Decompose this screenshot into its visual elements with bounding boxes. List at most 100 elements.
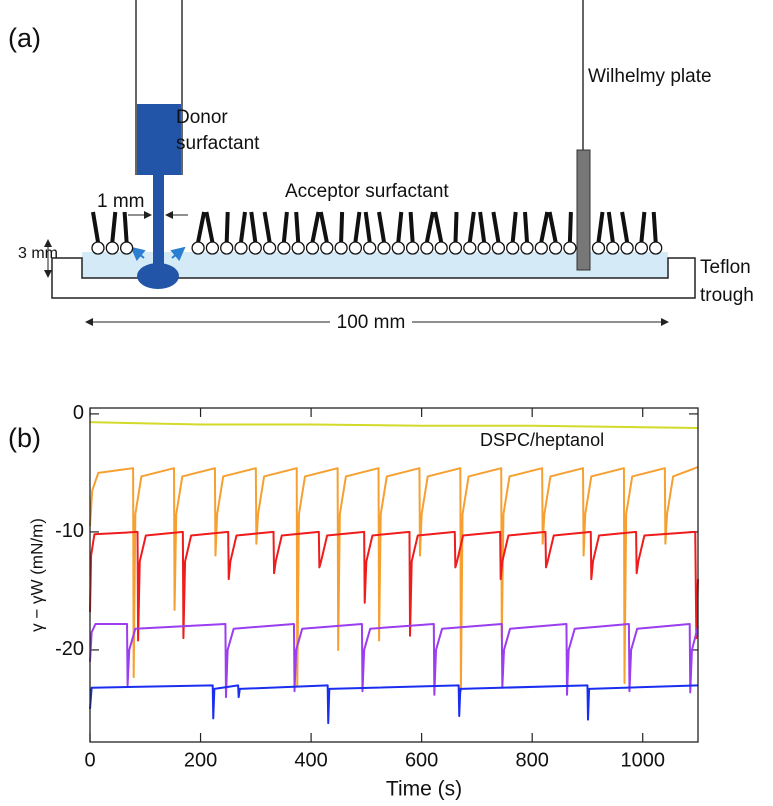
tail <box>239 211 247 243</box>
head-group <box>448 241 463 255</box>
tail <box>262 211 272 243</box>
y-tick-label: -10 <box>55 520 84 542</box>
tail <box>606 211 615 243</box>
head-group <box>606 241 620 255</box>
tail <box>510 211 518 243</box>
tail <box>110 211 118 243</box>
tail <box>310 211 321 243</box>
tail <box>249 211 258 243</box>
tail <box>408 211 415 243</box>
head-group <box>391 241 405 255</box>
wilhelmy-plate <box>576 149 591 271</box>
tail <box>204 211 215 243</box>
head-group <box>520 241 534 255</box>
series-line <box>89 421 699 430</box>
head-group <box>563 241 577 255</box>
head-group <box>191 241 205 255</box>
head-group <box>248 241 262 255</box>
tail <box>281 211 289 243</box>
tail <box>353 211 362 243</box>
tail <box>339 211 345 243</box>
tail <box>433 211 444 243</box>
depth-label: 3 mm <box>18 245 58 262</box>
series-line <box>89 466 699 693</box>
tail <box>377 211 386 243</box>
tail <box>651 211 658 243</box>
panel-label: (b) <box>8 423 41 453</box>
head-group <box>506 241 520 255</box>
y-axis-label: γ − γW (mN/m) <box>27 518 46 632</box>
trough-diagram: (a) Donor surfactant Wilhelmy plate Acce… <box>8 0 754 334</box>
x-tick-label: 600 <box>405 749 438 771</box>
series-line <box>89 530 699 642</box>
tail <box>539 211 550 243</box>
tail <box>318 211 329 243</box>
y-tick-label: -20 <box>55 638 84 660</box>
tail <box>596 211 605 243</box>
series-line <box>89 622 699 699</box>
x-tick-label: 800 <box>515 749 548 771</box>
trough-label: Teflon <box>700 257 751 278</box>
head-group <box>220 241 234 255</box>
head-group <box>649 241 663 255</box>
head-group <box>305 241 320 255</box>
tail <box>91 211 100 243</box>
label-bg <box>330 310 412 334</box>
acceptor-monolayer <box>91 211 663 255</box>
tail <box>491 211 501 243</box>
head-group <box>434 241 448 255</box>
head-group <box>348 241 363 255</box>
head-group <box>634 241 649 255</box>
acceptor-label: Acceptor surfactant <box>285 181 449 202</box>
tail <box>396 211 404 243</box>
head-group <box>620 241 634 255</box>
length-label: 100 mm <box>337 312 406 333</box>
tail <box>224 211 230 243</box>
tail <box>467 211 476 243</box>
head-group <box>320 241 334 255</box>
tail <box>620 211 630 243</box>
tail <box>478 211 487 243</box>
chart: (b) Time (s) γ − γW (mN/m) DSPC/heptanol… <box>8 402 699 801</box>
head-group <box>463 241 477 255</box>
head-group <box>405 241 420 255</box>
plate-label: Wilhelmy plate <box>588 66 712 87</box>
x-tick-label: 0 <box>84 749 95 771</box>
tail <box>294 211 301 243</box>
head-group <box>491 241 506 255</box>
x-tick-label: 1000 <box>620 749 665 771</box>
gap-label: 1 mm <box>97 191 145 212</box>
head-group <box>420 241 434 255</box>
droplet <box>137 263 179 289</box>
panel-label: (a) <box>8 23 41 53</box>
y-tick-label: 0 <box>73 402 84 424</box>
trough <box>51 257 696 299</box>
head-group <box>377 241 391 255</box>
flow-arrow <box>130 246 146 262</box>
tail <box>453 211 459 243</box>
tail <box>122 211 129 243</box>
donor-label: surfactant <box>176 133 260 154</box>
tail <box>639 211 647 243</box>
head-group <box>105 241 119 255</box>
tail <box>363 211 372 243</box>
head-group <box>262 241 277 255</box>
head-group <box>534 241 548 255</box>
head-group <box>119 241 134 255</box>
head-group <box>591 241 606 255</box>
head-group <box>91 241 105 255</box>
head-group <box>334 241 348 255</box>
tail <box>547 211 558 243</box>
plot-frame <box>89 407 699 743</box>
pipette-tip <box>153 175 164 267</box>
head-group <box>277 241 291 255</box>
head-group <box>234 241 248 255</box>
head-group <box>205 241 220 255</box>
flow-arrow <box>170 246 186 262</box>
tail <box>424 211 435 243</box>
series-line <box>89 684 699 725</box>
tail <box>523 211 529 243</box>
x-tick-label: 200 <box>184 749 217 771</box>
